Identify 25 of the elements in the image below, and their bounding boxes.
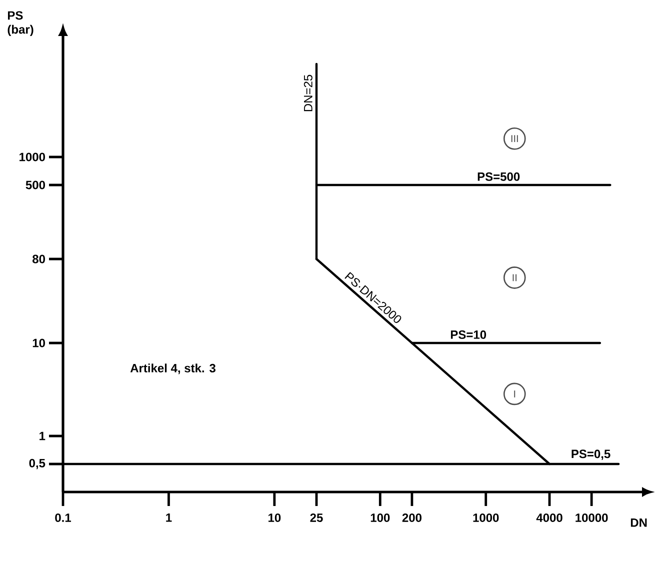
y-tick-label: 1000 [20, 152, 45, 162]
x-tick-label: 25 [310, 513, 323, 522]
x-tick-label: 100 [370, 513, 390, 522]
annotation: Artikel 4, stk. 3 [130, 364, 216, 374]
series-label: PS=0,5 [572, 450, 610, 460]
x-tick-label: 4000 [536, 513, 562, 522]
text: DN=25 [304, 74, 312, 112]
x-tick-label: 1 [166, 513, 172, 522]
y-tick-label: 1 [40, 432, 46, 440]
annotation: III [511, 135, 518, 142]
y-tick-label: 0,5 [29, 458, 46, 470]
annotation: I [514, 390, 516, 398]
annotation: II [512, 274, 516, 282]
y-tick-label: 80 [32, 254, 45, 264]
series-label: PS=500 [478, 172, 520, 181]
y-axis-title: PS (bar) [8, 11, 34, 36]
series-label: PS=10 [450, 330, 486, 339]
x-tick-label: 200 [402, 513, 422, 522]
y-tick-label: 10 [32, 338, 45, 348]
x-tick-label: 10 [268, 513, 281, 522]
x-tick-label: 10000 [576, 513, 608, 522]
x-axis-title: DN [630, 518, 647, 527]
x-tick-label: 0.1 [55, 513, 72, 522]
y-tick-label: 500 [26, 180, 45, 190]
x-tick-label: 1000 [473, 513, 499, 522]
